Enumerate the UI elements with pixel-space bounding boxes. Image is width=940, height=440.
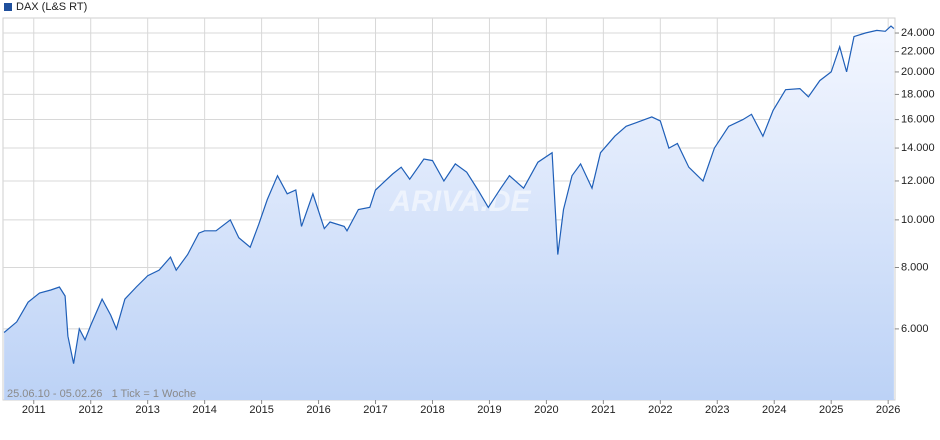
x-tick-label: 2021 <box>591 404 615 416</box>
x-tick-label: 2017 <box>363 404 387 416</box>
watermark: ARIVA.DE <box>388 185 531 218</box>
y-tick-label: 6.000 <box>901 323 929 335</box>
x-tick-label: 2016 <box>306 404 330 416</box>
x-tick-label: 2018 <box>420 404 444 416</box>
x-tick-label: 2024 <box>762 404 786 416</box>
x-tick-label: 2020 <box>534 404 558 416</box>
x-tick-label: 2013 <box>135 404 159 416</box>
y-tick-label: 14.000 <box>901 142 935 154</box>
y-tick-label: 18.000 <box>901 88 935 100</box>
note: 25.06.10 - 05.02.26 1 Tick = 1 Woche <box>7 388 196 400</box>
x-tick-label: 2019 <box>477 404 501 416</box>
y-tick-label: 8.000 <box>901 261 929 273</box>
area <box>4 26 894 400</box>
y-tick-label: 16.000 <box>901 113 935 125</box>
y-tick-label: 20.000 <box>901 66 935 78</box>
x-tick-label: 2025 <box>819 404 843 416</box>
line <box>3 25 895 364</box>
y-tick-label: 24.000 <box>901 27 935 39</box>
x-tick-label: 2026 <box>876 404 900 416</box>
y-tick-label: 22.000 <box>901 45 935 57</box>
x-tick-label: 2015 <box>249 404 273 416</box>
y-tick-label: 10.000 <box>901 214 935 226</box>
x-tick-label: 2011 <box>22 404 46 416</box>
legend-swatch <box>4 3 12 11</box>
legend-label: DAX (L&S RT) <box>16 1 87 13</box>
x-tick-label: 2012 <box>78 404 102 416</box>
x-tick-label: 2014 <box>192 404 216 416</box>
x-tick-label: 2023 <box>705 404 729 416</box>
y-tick-label: 12.000 <box>901 175 935 187</box>
x-tick-label: 2022 <box>648 404 672 416</box>
